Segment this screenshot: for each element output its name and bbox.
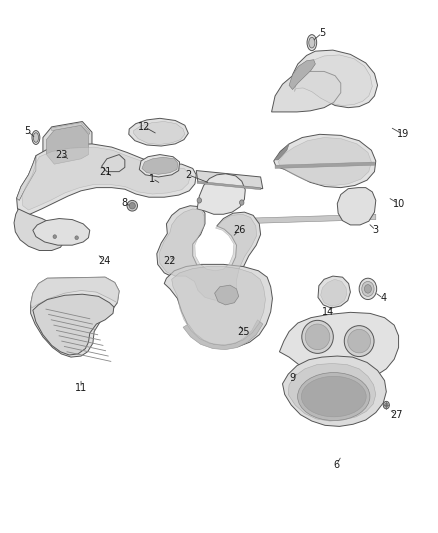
Polygon shape: [337, 188, 376, 225]
Ellipse shape: [383, 401, 389, 409]
Polygon shape: [215, 285, 239, 305]
Ellipse shape: [364, 285, 371, 293]
Polygon shape: [129, 118, 188, 146]
Text: 19: 19: [397, 130, 409, 139]
Polygon shape: [183, 320, 263, 350]
Polygon shape: [43, 122, 92, 167]
Polygon shape: [283, 356, 386, 426]
Polygon shape: [275, 162, 375, 168]
Polygon shape: [31, 277, 119, 308]
Polygon shape: [318, 276, 350, 308]
Ellipse shape: [385, 403, 388, 407]
Text: 11: 11: [75, 383, 87, 393]
Polygon shape: [272, 71, 341, 112]
Text: 4: 4: [380, 294, 386, 303]
Polygon shape: [288, 364, 376, 421]
Ellipse shape: [53, 235, 57, 239]
Ellipse shape: [301, 376, 366, 417]
Polygon shape: [172, 266, 265, 345]
Text: 10: 10: [392, 199, 405, 208]
Text: 2: 2: [185, 170, 191, 180]
Polygon shape: [164, 264, 272, 348]
Ellipse shape: [309, 37, 315, 48]
Polygon shape: [17, 156, 36, 200]
Polygon shape: [134, 122, 185, 144]
Ellipse shape: [305, 324, 330, 350]
Polygon shape: [46, 125, 88, 164]
Ellipse shape: [33, 133, 39, 142]
Text: 9: 9: [290, 374, 296, 383]
Text: 23: 23: [55, 150, 67, 159]
Ellipse shape: [298, 373, 370, 421]
Polygon shape: [274, 144, 289, 160]
Polygon shape: [279, 312, 399, 381]
Text: 12: 12: [138, 122, 151, 132]
Polygon shape: [294, 55, 372, 106]
Text: 5: 5: [319, 28, 325, 38]
Polygon shape: [289, 50, 378, 108]
Polygon shape: [139, 155, 180, 177]
Polygon shape: [289, 60, 315, 90]
Polygon shape: [157, 206, 261, 303]
Text: 22: 22: [164, 256, 176, 266]
Polygon shape: [237, 214, 376, 224]
Text: 1: 1: [149, 174, 155, 183]
Text: 6: 6: [333, 460, 339, 470]
Ellipse shape: [302, 320, 333, 353]
Ellipse shape: [344, 326, 374, 357]
Ellipse shape: [32, 131, 40, 144]
Polygon shape: [102, 155, 125, 172]
Text: 3: 3: [373, 225, 379, 235]
Ellipse shape: [348, 329, 371, 353]
Polygon shape: [197, 181, 261, 190]
Polygon shape: [278, 138, 371, 185]
Text: 24: 24: [98, 256, 110, 266]
Text: 25: 25: [237, 327, 250, 336]
Ellipse shape: [359, 278, 377, 300]
Text: 27: 27: [390, 410, 403, 419]
Polygon shape: [22, 147, 191, 210]
Ellipse shape: [240, 200, 244, 205]
Ellipse shape: [362, 281, 374, 296]
Text: 5: 5: [24, 126, 30, 135]
Polygon shape: [31, 277, 119, 357]
Ellipse shape: [129, 203, 135, 209]
Polygon shape: [159, 209, 257, 300]
Ellipse shape: [75, 236, 78, 239]
Polygon shape: [197, 174, 245, 214]
Polygon shape: [52, 123, 90, 134]
Ellipse shape: [307, 35, 317, 51]
Ellipse shape: [197, 198, 201, 203]
Polygon shape: [142, 157, 178, 174]
Text: 21: 21: [99, 167, 111, 176]
Polygon shape: [33, 294, 114, 355]
Polygon shape: [321, 279, 347, 306]
Text: 26: 26: [233, 225, 245, 235]
Text: 14: 14: [322, 307, 335, 317]
Ellipse shape: [127, 200, 138, 211]
Polygon shape: [14, 209, 65, 251]
Polygon shape: [274, 134, 376, 188]
Polygon shape: [33, 219, 90, 245]
Text: 8: 8: [122, 198, 128, 207]
Polygon shape: [17, 144, 196, 214]
Polygon shape: [196, 171, 263, 189]
